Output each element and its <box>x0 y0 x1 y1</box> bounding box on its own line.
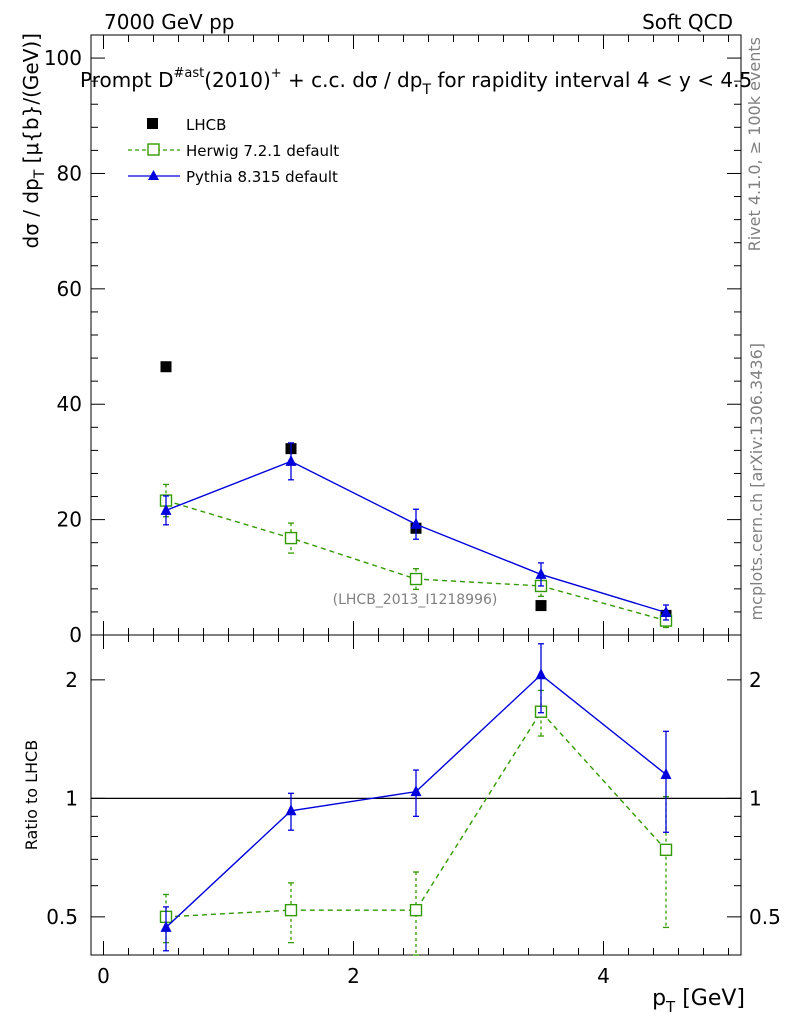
rivet-label: Rivet 4.1.0, ≥ 100k events <box>745 37 764 251</box>
data-point-pythia <box>160 503 172 515</box>
analysis-watermark: (LHCB_2013_I1218996) <box>333 592 498 608</box>
mcplots-label: mcplots.cern.ch [arXiv:1306.3436] <box>747 343 766 620</box>
ratio-y-tick-label: 1 <box>65 786 78 810</box>
y-tick-label: 0 <box>69 623 82 647</box>
header-right: Soft QCD <box>642 10 733 34</box>
ratio-point-herwig <box>659 843 673 857</box>
legend-data-marker <box>147 118 158 129</box>
y-tick-label: 100 <box>44 46 82 70</box>
ratio-point-pythia <box>410 785 422 797</box>
data-point-pythia <box>535 567 547 579</box>
y-tick-label: 80 <box>57 161 82 185</box>
plot-title: Prompt D#ast(2010)+ + c.c. dσ / dpT for … <box>80 66 752 98</box>
ratio-y-axis-label: Ratio to LHCB <box>22 740 41 850</box>
legend-herwig-marker <box>147 143 160 156</box>
main-y-axis-label: dσ / dpT [μ{b}/(GeV)] <box>19 33 48 248</box>
ratio-point-herwig <box>284 903 298 917</box>
y-tick-label: 60 <box>57 277 82 301</box>
x-tick-label: 2 <box>347 964 360 988</box>
data-point-pythia <box>660 606 672 617</box>
ratio-y-tick-label-right: 1 <box>749 786 762 810</box>
legend-pythia-marker <box>148 170 159 180</box>
x-tick-label: 0 <box>97 964 110 988</box>
legend-herwig-label: Herwig 7.2.1 default <box>186 142 339 160</box>
legend-data-label: LHCB <box>186 116 226 134</box>
data-point-herwig <box>284 531 298 545</box>
data-point-herwig <box>409 572 423 586</box>
x-tick-label: 4 <box>597 964 610 988</box>
data-point-pythia <box>410 517 422 529</box>
ratio-y-tick-label-right: 0.5 <box>749 905 781 929</box>
data-point-lhcb <box>535 600 547 612</box>
legend: LHCB Herwig 7.2.1 default Pythia 8.315 d… <box>128 116 339 186</box>
y-tick-label: 20 <box>57 508 82 532</box>
ratio-point-pythia <box>535 668 547 680</box>
ratio-point-pythia <box>660 767 672 779</box>
data-point-lhcb <box>160 361 172 373</box>
data-point-pythia <box>285 454 297 466</box>
legend-pythia-label: Pythia 8.315 default <box>186 168 338 186</box>
ratio-y-tick-label: 0.5 <box>46 905 78 929</box>
ratio-point-pythia <box>160 920 172 932</box>
ratio-y-tick-label: 2 <box>65 668 78 692</box>
ratio-point-pythia <box>285 804 297 816</box>
ratio-point-herwig <box>409 903 423 917</box>
y-tick-label: 40 <box>57 392 82 416</box>
ratio-line-herwig <box>165 710 667 918</box>
ratio-y-tick-label-right: 2 <box>749 668 762 692</box>
x-axis-label: pT [GeV] <box>652 986 745 1016</box>
header-left: 7000 GeV pp <box>104 10 235 34</box>
